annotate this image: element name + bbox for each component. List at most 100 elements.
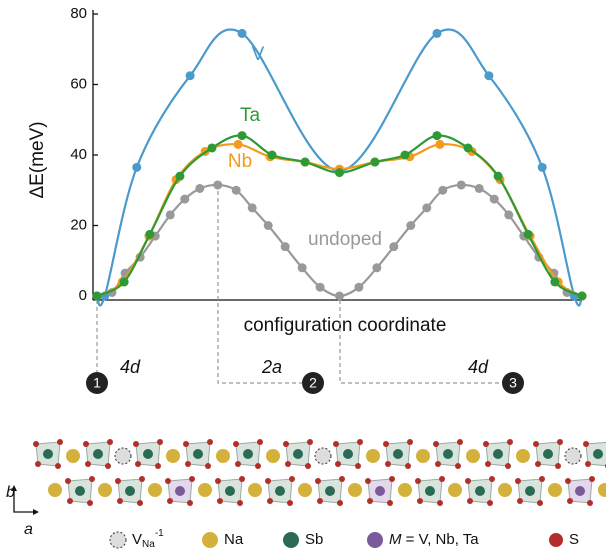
s-atom xyxy=(439,476,445,482)
y-axis-label: ΔE(meV) xyxy=(27,121,48,198)
s-atom xyxy=(105,463,111,469)
s-atom xyxy=(389,476,395,482)
s-atom xyxy=(489,476,495,482)
sb-atom xyxy=(275,486,285,496)
na-atom xyxy=(148,483,162,497)
s-atom xyxy=(583,441,589,447)
s-atom xyxy=(485,461,491,467)
na-atom xyxy=(366,449,380,463)
y-tick-label: 0 xyxy=(79,287,87,304)
s-atom xyxy=(85,461,91,467)
data-point xyxy=(267,150,277,160)
y-tick-label: 20 xyxy=(70,216,87,233)
data-point xyxy=(231,185,241,195)
sb-atom xyxy=(325,486,335,496)
axis-b: b xyxy=(6,484,15,501)
data-point xyxy=(504,210,514,220)
s-atom xyxy=(585,461,591,467)
s-atom xyxy=(265,478,271,484)
step-label: 4d xyxy=(120,357,141,377)
sb-icon xyxy=(283,532,299,548)
step-number: 3 xyxy=(509,375,517,391)
data-point xyxy=(297,263,307,273)
s-atom xyxy=(437,500,443,506)
s-atom xyxy=(65,478,71,484)
data-point xyxy=(432,131,442,141)
series-label: Ta xyxy=(240,105,261,126)
vacancy-sub: Na xyxy=(142,539,155,550)
s-atom xyxy=(83,441,89,447)
s-atom xyxy=(289,476,295,482)
s-atom xyxy=(115,478,121,484)
series-label: undoped xyxy=(308,229,382,250)
sb-atom xyxy=(75,486,85,496)
data-point xyxy=(119,277,129,287)
data-point xyxy=(484,71,494,81)
s-atom xyxy=(335,461,341,467)
m-atom xyxy=(175,486,185,496)
step-label: 4d xyxy=(468,357,489,377)
data-point xyxy=(165,210,175,220)
s-atom xyxy=(589,476,595,482)
s-atom xyxy=(117,498,123,504)
s-atom xyxy=(365,478,371,484)
s-atom xyxy=(257,439,263,445)
step-number: 2 xyxy=(309,375,317,391)
data-point xyxy=(300,157,310,167)
data-point xyxy=(132,162,142,172)
s-atom xyxy=(405,463,411,469)
s-atom xyxy=(317,498,323,504)
plot: 0 20 40 60 80 V Ta Nb undoped 1 4d 2 2a 3 4d xyxy=(70,5,587,394)
s-atom xyxy=(305,463,311,469)
data-point xyxy=(237,28,247,38)
m-icon xyxy=(367,532,383,548)
y-tick-label: 40 xyxy=(70,146,87,163)
s-atom xyxy=(567,498,573,504)
data-point xyxy=(280,242,290,252)
s-atom xyxy=(87,500,93,506)
na-atom xyxy=(266,449,280,463)
s-atom xyxy=(565,478,571,484)
s-atom xyxy=(417,498,423,504)
sb-atom xyxy=(243,449,253,459)
na-atom xyxy=(298,483,312,497)
vacancy-symbol: V xyxy=(132,531,142,548)
x-axis-label: configuration coordinate xyxy=(244,315,447,336)
m-symbol: M xyxy=(389,531,402,548)
step-number: 1 xyxy=(93,375,101,391)
data-point xyxy=(550,277,560,287)
data-point xyxy=(180,194,190,204)
s-atom xyxy=(283,441,289,447)
s-atom xyxy=(67,498,73,504)
data-point xyxy=(335,168,344,178)
s-atom xyxy=(339,476,345,482)
data-point xyxy=(185,71,195,81)
na-atom xyxy=(598,483,606,497)
s-atom xyxy=(167,498,173,504)
vacancy-sup: -1 xyxy=(155,528,164,539)
data-point xyxy=(195,183,205,193)
s-atom xyxy=(355,463,361,469)
s-atom xyxy=(337,500,343,506)
series-label: Nb xyxy=(228,151,252,172)
s-atom xyxy=(467,498,473,504)
na-atom xyxy=(48,483,62,497)
data-point xyxy=(456,180,466,190)
data-point xyxy=(577,291,587,301)
data-point xyxy=(406,221,416,230)
s-atom xyxy=(215,478,221,484)
m-atom xyxy=(575,486,585,496)
s-atom xyxy=(367,498,373,504)
s-atom xyxy=(157,439,163,445)
s-atom xyxy=(267,498,273,504)
data-point xyxy=(400,150,410,160)
na-atom xyxy=(516,449,530,463)
s-atom xyxy=(385,461,391,467)
s-atom xyxy=(57,439,63,445)
axis-a: a xyxy=(24,521,33,538)
s-atom xyxy=(415,478,421,484)
data-point xyxy=(175,171,185,181)
s-atom xyxy=(187,500,193,506)
data-point xyxy=(523,229,533,239)
s-atom xyxy=(387,500,393,506)
